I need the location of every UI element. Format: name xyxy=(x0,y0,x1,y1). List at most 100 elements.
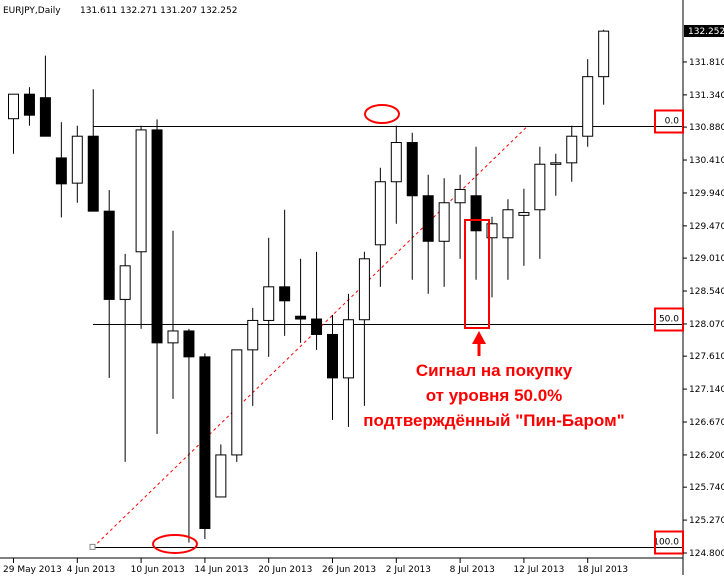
candle xyxy=(374,167,386,287)
time-tick-label: 12 Jul 2013 xyxy=(513,565,564,575)
price-tick-label: 126.200 xyxy=(689,451,724,461)
candle-body xyxy=(311,318,323,335)
price-tick-label: 127.140 xyxy=(689,385,724,395)
candle xyxy=(327,314,338,420)
price-tick-label: 125.740 xyxy=(689,483,724,493)
fib-label-box-0.0 xyxy=(654,109,684,134)
symbol-label: EURJPY,Daily xyxy=(3,6,61,16)
candle-body xyxy=(71,135,83,184)
highlights xyxy=(152,104,490,554)
candle xyxy=(406,132,418,280)
candle xyxy=(151,119,163,434)
candle-body xyxy=(374,181,386,246)
candle xyxy=(215,444,227,498)
candle xyxy=(438,178,450,287)
candle-body xyxy=(231,349,243,456)
fib-label-box-50.0 xyxy=(654,307,684,332)
candle-body xyxy=(454,188,466,204)
candle-body xyxy=(183,330,195,358)
annotation-line-3: подтверждённый "Пин-Баром" xyxy=(363,411,624,430)
candle-body xyxy=(55,157,67,185)
time-tick-label: 4 Jun 2013 xyxy=(67,565,115,575)
candle xyxy=(8,93,19,154)
candle-body xyxy=(358,258,370,321)
fib-label-box-100.0 xyxy=(654,530,684,555)
swing-high-ellipse xyxy=(364,104,400,124)
candle-body xyxy=(327,333,338,379)
candle-body xyxy=(422,195,434,242)
candle-body xyxy=(103,210,115,300)
candle-body xyxy=(502,209,514,239)
swing-low-ellipse xyxy=(152,534,198,554)
candle-body xyxy=(151,129,163,344)
candle xyxy=(422,174,434,294)
time-tick-label: 14 Jun 2013 xyxy=(194,565,248,575)
candle-body xyxy=(534,163,546,211)
price-tick-label: 128.070 xyxy=(689,320,724,330)
candle xyxy=(23,87,35,126)
candle xyxy=(598,29,610,105)
candle-body xyxy=(8,93,19,120)
candle-body xyxy=(119,265,131,300)
candle-body xyxy=(390,142,402,183)
candle xyxy=(55,122,67,218)
candle xyxy=(279,209,291,336)
fib-anchor-low xyxy=(89,543,96,550)
candle-body xyxy=(566,135,578,164)
candle-body xyxy=(486,223,498,239)
time-tick-label: 18 Jul 2013 xyxy=(577,565,628,575)
candle-body xyxy=(247,319,259,351)
candle xyxy=(87,89,99,212)
price-tick-label: 125.270 xyxy=(689,516,724,526)
time-tick-label: 26 Jun 2013 xyxy=(322,565,376,575)
candle xyxy=(263,237,275,357)
candle xyxy=(71,125,83,203)
signal-arrow-head xyxy=(472,331,486,344)
candle xyxy=(470,146,482,280)
candle xyxy=(550,153,562,196)
candle-body xyxy=(87,135,99,212)
candle-body xyxy=(518,212,530,216)
candle-body xyxy=(215,454,227,498)
candle-body xyxy=(406,142,418,197)
candle xyxy=(342,293,354,427)
candle xyxy=(454,174,466,259)
price-tick-label: 126.670 xyxy=(689,418,724,428)
annotation-line-1: Сигнал на покупку xyxy=(416,361,573,380)
price-tick-label: 124.800 xyxy=(689,549,724,559)
candle-body xyxy=(23,93,35,116)
fib-label-50.0: 50.0 xyxy=(659,315,679,325)
candle-body xyxy=(582,76,594,137)
candle xyxy=(183,328,195,543)
time-tick-label: 20 Jun 2013 xyxy=(258,565,312,575)
candle-body xyxy=(598,30,610,78)
candle xyxy=(247,307,259,406)
candle-body xyxy=(135,129,147,253)
candle xyxy=(231,349,243,462)
chart-header: EURJPY,Daily 131.611 132.271 131.207 132… xyxy=(3,6,237,16)
fib-label-0.0: 0.0 xyxy=(665,117,680,127)
fib-levels: 0.0 50.0 100.0 xyxy=(93,109,684,555)
candle-body xyxy=(199,356,211,529)
time-tick-label: 8 Jul 2013 xyxy=(450,565,495,575)
price-tick-label: 129.010 xyxy=(689,254,724,264)
candle-body xyxy=(279,286,291,302)
price-tick-label: 131.340 xyxy=(689,91,724,101)
candle-body xyxy=(295,315,307,320)
current-price-badge xyxy=(684,25,724,37)
candle xyxy=(502,199,514,280)
candle xyxy=(358,251,370,406)
candle xyxy=(534,146,546,259)
candle-body xyxy=(550,162,562,165)
ohlc-label: 131.611 132.271 131.207 132.252 xyxy=(80,6,237,16)
candle xyxy=(103,190,115,378)
price-tick-label: 130.410 xyxy=(689,156,724,166)
fib-label-100.0: 100.0 xyxy=(653,538,679,548)
price-axis: 131.810 131.340 130.880 130.410 129.940 129.4… xyxy=(683,25,724,559)
candle-body xyxy=(39,97,51,137)
candle-body xyxy=(438,202,450,242)
candles xyxy=(8,29,610,543)
price-tick-label: 130.880 xyxy=(689,123,724,133)
candle xyxy=(566,125,578,182)
